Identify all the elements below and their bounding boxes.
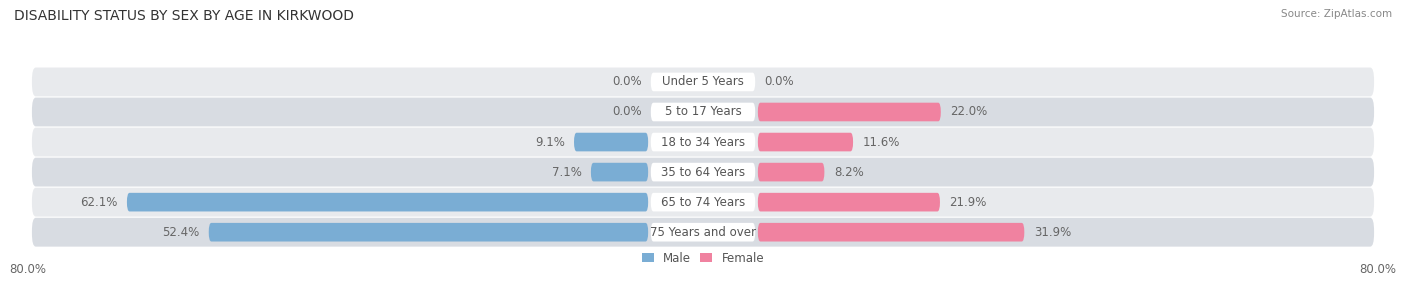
- Text: 35 to 64 Years: 35 to 64 Years: [661, 166, 745, 179]
- FancyBboxPatch shape: [208, 223, 648, 242]
- FancyBboxPatch shape: [574, 133, 648, 151]
- Text: DISABILITY STATUS BY SEX BY AGE IN KIRKWOOD: DISABILITY STATUS BY SEX BY AGE IN KIRKW…: [14, 9, 354, 23]
- FancyBboxPatch shape: [591, 163, 648, 181]
- FancyBboxPatch shape: [758, 223, 1025, 242]
- Text: 52.4%: 52.4%: [162, 226, 200, 239]
- FancyBboxPatch shape: [651, 193, 755, 211]
- Text: 0.0%: 0.0%: [612, 106, 641, 119]
- FancyBboxPatch shape: [32, 67, 1374, 96]
- Text: 18 to 34 Years: 18 to 34 Years: [661, 135, 745, 149]
- Text: 75 Years and over: 75 Years and over: [650, 226, 756, 239]
- FancyBboxPatch shape: [758, 163, 824, 181]
- Text: 11.6%: 11.6%: [862, 135, 900, 149]
- FancyBboxPatch shape: [651, 223, 755, 242]
- Text: Source: ZipAtlas.com: Source: ZipAtlas.com: [1281, 9, 1392, 19]
- Text: 21.9%: 21.9%: [949, 196, 987, 209]
- FancyBboxPatch shape: [651, 163, 755, 181]
- FancyBboxPatch shape: [651, 133, 755, 151]
- Text: 22.0%: 22.0%: [950, 106, 987, 119]
- Text: 7.1%: 7.1%: [551, 166, 582, 179]
- FancyBboxPatch shape: [758, 193, 941, 211]
- FancyBboxPatch shape: [32, 158, 1374, 187]
- FancyBboxPatch shape: [651, 73, 755, 91]
- FancyBboxPatch shape: [32, 127, 1374, 156]
- Legend: Male, Female: Male, Female: [637, 247, 769, 270]
- Text: 8.2%: 8.2%: [834, 166, 863, 179]
- FancyBboxPatch shape: [758, 103, 941, 121]
- FancyBboxPatch shape: [127, 193, 648, 211]
- FancyBboxPatch shape: [32, 218, 1374, 247]
- Text: 0.0%: 0.0%: [612, 75, 641, 88]
- FancyBboxPatch shape: [758, 133, 853, 151]
- Text: 0.0%: 0.0%: [765, 75, 794, 88]
- Text: 31.9%: 31.9%: [1033, 226, 1071, 239]
- FancyBboxPatch shape: [651, 103, 755, 121]
- Text: 5 to 17 Years: 5 to 17 Years: [665, 106, 741, 119]
- Text: Under 5 Years: Under 5 Years: [662, 75, 744, 88]
- Text: 62.1%: 62.1%: [80, 196, 118, 209]
- FancyBboxPatch shape: [32, 98, 1374, 127]
- Text: 65 to 74 Years: 65 to 74 Years: [661, 196, 745, 209]
- FancyBboxPatch shape: [32, 188, 1374, 217]
- Text: 9.1%: 9.1%: [534, 135, 565, 149]
